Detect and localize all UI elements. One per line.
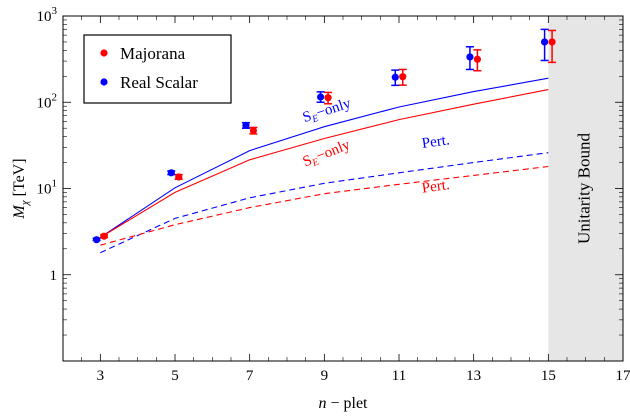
data-point	[473, 55, 481, 63]
data-point	[324, 94, 332, 102]
axis-ticks-group	[62, 15, 624, 361]
x-tick-label: 9	[321, 368, 329, 384]
annotation-text: Pert.	[421, 132, 451, 152]
dashed-curve-red	[100, 165, 549, 246]
x-tick-label: 13	[466, 368, 481, 384]
legend-marker	[100, 49, 108, 57]
y-tick-label: 1	[50, 268, 58, 284]
data-point	[317, 93, 325, 101]
unitarity-region	[548, 16, 623, 361]
x-axis-label-var: n	[318, 395, 326, 412]
y-axis-label-var: M	[11, 204, 28, 220]
solid-curve-red	[100, 89, 549, 238]
x-axis-label-rest: − plet	[326, 395, 368, 412]
y-tick-exponent: 3	[52, 5, 58, 17]
y-axis-label-sub: χ	[19, 199, 31, 206]
data-point	[466, 53, 474, 61]
solid-curve-blue	[99, 77, 549, 238]
y-tick-base: 10	[37, 182, 52, 198]
data-point	[391, 73, 399, 81]
annotation-sub: E	[310, 113, 320, 126]
data-point	[548, 38, 556, 46]
legend-label: Real Scalar	[120, 73, 198, 92]
data-point	[167, 169, 175, 177]
x-tick-label: 11	[392, 368, 406, 384]
annotation-pert-red: Pert.	[421, 177, 451, 197]
points-group	[92, 28, 557, 244]
shaded-region-group: Unitarity Bound	[548, 16, 623, 361]
annotation-pert-blue: Pert.	[421, 132, 451, 152]
y-tick-exponent: 1	[52, 178, 58, 190]
data-point	[249, 126, 257, 135]
data-point	[93, 236, 101, 244]
legend-marker	[100, 78, 108, 86]
y-tick-base: 10	[37, 95, 52, 111]
plot-frame-group	[62, 15, 624, 362]
y-tick-base: 10	[37, 9, 52, 25]
dashed-curve-blue	[100, 152, 549, 254]
data-point	[242, 121, 250, 129]
y-tick-exponent: 2	[52, 91, 58, 103]
x-tick-label: 17	[616, 368, 630, 384]
y-tick-label: 102	[37, 91, 58, 111]
x-tick-label: 15	[541, 368, 556, 384]
y-axis-label: Mχ [TeV]	[11, 158, 31, 219]
data-point	[100, 232, 108, 240]
legend-box	[83, 34, 232, 104]
annotation-se-red: SE−only	[301, 137, 354, 172]
x-tick-label: 5	[171, 368, 179, 384]
y-tick-label: 103	[37, 5, 58, 25]
y-axis-label-unit: [TeV]	[11, 158, 28, 200]
x-tick-label: 7	[246, 368, 254, 384]
x-tick-label: 3	[97, 368, 105, 384]
data-point	[175, 173, 183, 181]
data-point	[541, 38, 549, 46]
y-tick-base: 1	[50, 268, 58, 284]
annotation-sub: E	[310, 157, 321, 170]
unitarity-label: Unitarity Bound	[575, 133, 594, 244]
annotation-rest: −only	[314, 137, 353, 165]
lines-group	[99, 77, 549, 254]
plot-frame	[62, 15, 624, 362]
y-tick-label: 101	[37, 178, 58, 198]
data-point	[399, 73, 407, 81]
legend: Majorana Real Scalar	[83, 34, 232, 104]
annotation-text: Pert.	[421, 177, 451, 197]
x-axis-label: n − plet	[318, 395, 368, 412]
legend-label: Majorana	[120, 44, 186, 63]
